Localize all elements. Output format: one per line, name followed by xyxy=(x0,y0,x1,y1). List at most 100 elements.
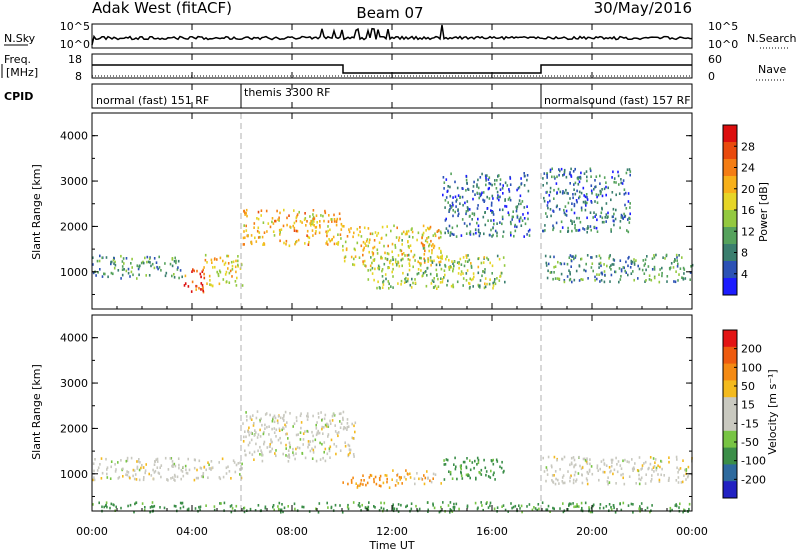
colorbar-tick-label: 15 xyxy=(741,399,755,412)
data-cell xyxy=(319,458,322,461)
data-cell xyxy=(574,223,576,227)
data-cell xyxy=(222,475,225,479)
data-cell xyxy=(639,507,642,510)
data-cell xyxy=(568,502,571,505)
data-cell xyxy=(372,252,375,255)
data-cell xyxy=(479,192,481,195)
data-cell xyxy=(444,273,446,277)
data-cell xyxy=(482,261,485,264)
data-cell xyxy=(624,191,627,195)
data-cell xyxy=(573,473,576,477)
data-cell xyxy=(556,204,558,208)
data-cell xyxy=(549,168,552,172)
data-cell xyxy=(574,463,577,466)
data-cell xyxy=(501,215,504,219)
data-cell xyxy=(484,268,486,271)
data-cell xyxy=(528,228,531,232)
data-cell xyxy=(506,184,509,187)
data-cell xyxy=(450,265,452,269)
data-cell xyxy=(586,457,588,460)
data-cell xyxy=(381,225,384,229)
data-cell xyxy=(533,506,535,509)
data-cell xyxy=(623,482,626,486)
data-cell xyxy=(427,258,429,262)
data-cell xyxy=(581,473,583,476)
data-cell xyxy=(570,208,573,212)
data-cell xyxy=(327,433,330,436)
data-cell xyxy=(392,503,394,506)
data-cell xyxy=(422,247,425,250)
data-cell xyxy=(114,470,117,473)
data-cell xyxy=(448,268,451,271)
data-cell xyxy=(544,229,546,232)
colorbar-tick-label: 12 xyxy=(741,225,755,238)
data-cell xyxy=(483,199,486,202)
data-cell xyxy=(468,208,471,211)
data-cell xyxy=(630,502,633,506)
data-cell xyxy=(235,463,238,467)
data-cell xyxy=(503,469,505,473)
data-cell xyxy=(613,223,615,227)
data-cell xyxy=(646,255,648,258)
data-cell xyxy=(480,261,483,265)
data-cell xyxy=(455,235,458,238)
data-cell xyxy=(186,508,189,512)
data-cell xyxy=(172,465,174,468)
data-cell xyxy=(268,425,270,428)
data-cell xyxy=(293,209,295,212)
data-cell xyxy=(279,508,282,512)
data-cell xyxy=(626,168,629,171)
data-cell xyxy=(651,268,654,271)
data-cell xyxy=(676,265,679,268)
data-cell xyxy=(336,217,339,221)
data-cell xyxy=(334,503,337,507)
data-cell xyxy=(422,231,425,235)
data-cell xyxy=(682,266,685,270)
data-cell xyxy=(142,261,145,265)
data-cell xyxy=(271,217,274,220)
data-cell xyxy=(469,222,471,226)
data-cell xyxy=(612,170,614,174)
data-cell xyxy=(586,198,589,201)
data-cell xyxy=(166,478,169,481)
data-cell xyxy=(275,428,278,432)
data-cell xyxy=(445,196,448,199)
data-cell xyxy=(106,468,108,471)
data-cell xyxy=(602,506,605,510)
data-cell xyxy=(219,256,222,260)
data-cell xyxy=(456,280,459,284)
data-cell xyxy=(153,266,156,270)
data-cell xyxy=(469,230,472,233)
data-cell xyxy=(431,251,433,255)
data-cell xyxy=(298,446,301,450)
data-cell xyxy=(129,503,132,507)
data-cell xyxy=(453,260,456,264)
data-cell xyxy=(364,242,366,245)
data-cell xyxy=(627,200,630,203)
data-cell xyxy=(465,232,468,235)
data-cell xyxy=(317,511,320,514)
data-cell xyxy=(578,216,580,220)
data-cell xyxy=(441,254,443,258)
data-cell xyxy=(398,264,401,268)
data-cell xyxy=(617,170,619,174)
velocity-colorbar-label: Velocity [m s⁻¹] xyxy=(766,369,779,454)
data-cell xyxy=(329,419,331,423)
data-cell xyxy=(323,219,325,223)
data-cell xyxy=(196,468,198,472)
data-cell xyxy=(681,256,683,259)
data-cell xyxy=(561,192,564,195)
data-cell xyxy=(434,473,437,476)
data-cell xyxy=(130,270,133,274)
data-cell xyxy=(563,455,566,459)
data-cell xyxy=(570,167,572,171)
data-cell xyxy=(447,279,449,283)
data-cell xyxy=(612,215,614,218)
data-cell xyxy=(452,196,454,199)
data-cell xyxy=(488,176,491,179)
data-cell xyxy=(586,201,588,205)
data-cell xyxy=(428,243,431,246)
data-cell xyxy=(454,456,456,460)
data-cell xyxy=(517,187,520,190)
data-cell xyxy=(429,479,431,483)
